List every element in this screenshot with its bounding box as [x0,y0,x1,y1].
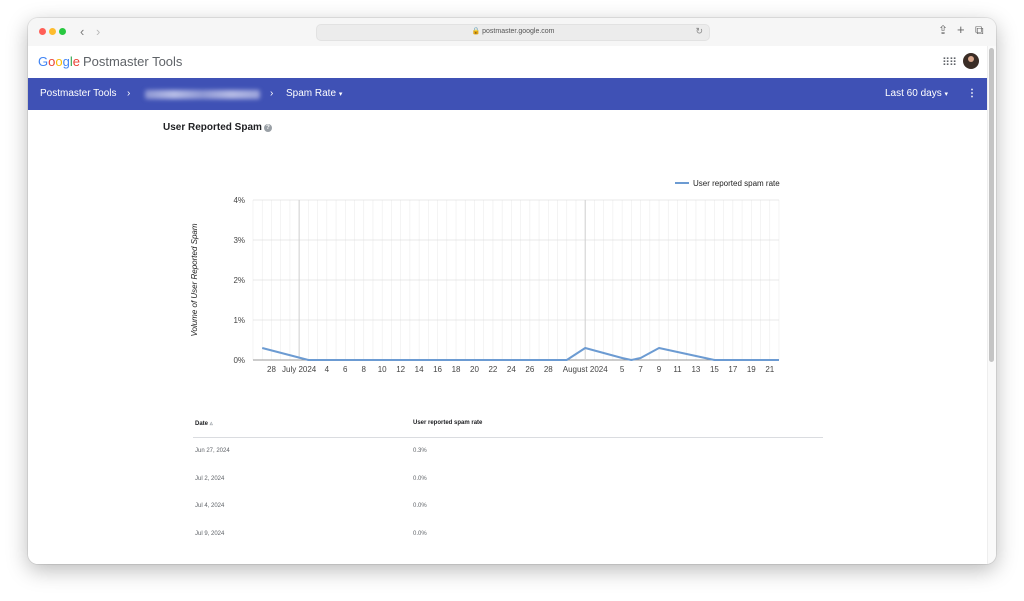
x-tick-label: 6 [343,365,348,374]
main-content: User Reported Spam? 0% 1% 2% 3% 4% 28 July 20… [28,110,988,564]
new-tab-icon[interactable]: + [957,22,965,37]
dropdown-arrow-icon: ▾ [944,91,949,98]
browser-window: ‹ › 🔒 postmaster.google.com ↻ ⇪ + ⧉ Goog… [28,18,996,564]
x-tick-label: 16 [433,365,442,374]
help-icon[interactable]: ? [263,124,272,132]
y-tick-label: 1% [233,316,245,325]
zoom-window-button[interactable] [59,28,66,35]
x-tick-label: 28 [267,365,276,374]
date-cell: Jun 27, 2024 [195,448,230,454]
x-tick-label: July 2024 [282,365,317,374]
reload-icon[interactable]: ↻ [695,26,703,36]
breadcrumb-home[interactable]: Postmaster Tools [40,88,117,99]
address-bar[interactable]: 🔒 postmaster.google.com ↻ [316,24,710,41]
x-tick-label: 15 [710,365,719,374]
data-point[interactable] [639,356,643,360]
data-point[interactable] [260,346,264,350]
data-point[interactable] [657,346,661,350]
section-title-text: User Reported Spam [163,122,262,133]
x-tick-label: 20 [470,365,479,374]
table-row: Jul 4, 2024 0.0% [193,493,823,520]
data-point[interactable] [712,358,716,362]
x-tick-label: 17 [728,365,737,374]
scrollbar[interactable] [987,46,996,564]
x-tick-label: 28 [544,365,553,374]
date-range-dropdown[interactable]: Last 60 days ▾ [885,88,948,99]
avatar[interactable] [963,53,979,69]
spam-rate-dropdown[interactable]: Spam Rate ▾ [286,88,342,99]
x-tick-label: 9 [657,365,662,374]
forward-icon[interactable]: › [96,24,101,39]
data-point[interactable] [325,358,329,362]
y-tick-label: 3% [233,236,245,245]
data-point[interactable] [777,358,781,362]
data-point[interactable] [629,358,633,362]
date-cell: Jul 4, 2024 [195,503,225,509]
y-tick-label: 4% [233,196,245,205]
data-point[interactable] [583,346,587,350]
chevron-right-icon: › [127,88,131,99]
table-row: Jul 9, 2024 0.0% [193,521,823,548]
x-tick-label: 11 [673,365,682,374]
x-tick-label: 7 [638,365,643,374]
x-tick-label: 14 [415,365,424,374]
spam-rate-label: Spam Rate [286,88,337,99]
data-point[interactable] [306,358,310,362]
x-tick-label: 5 [620,365,625,374]
rate-column-header[interactable]: User reported spam rate [413,420,483,426]
data-point[interactable] [371,358,375,362]
spam-rate-chart: 0% 1% 2% 3% 4% 28 July 2024 4 6 8 10 12 14 16 18 20 22 2… [190,179,781,374]
date-cell: Jul 9, 2024 [195,530,225,537]
google-postmaster-logo[interactable]: Google Postmaster Tools [38,54,183,69]
date-column-header[interactable]: Date ▵ [195,421,213,427]
x-tick-label: 26 [525,365,534,374]
x-tick-label: 8 [362,365,367,374]
x-tick-label: 4 [325,365,330,374]
app-header: Google Postmaster Tools ⠿⠿ [28,46,988,78]
rate-cell: 0.0% [413,530,427,537]
x-tick-label: August 2024 [563,365,608,374]
url-text: postmaster.google.com [482,28,555,35]
more-options-icon[interactable]: ⋮ [967,88,977,99]
tab-overview-icon[interactable]: ⧉ [975,23,984,37]
y-tick-label: 2% [233,276,245,285]
data-point[interactable] [620,356,624,360]
domain-name-redacted[interactable] [145,90,260,99]
series-line-user-reported-spam-rate [261,347,779,361]
y-axis-label: Volume of User Reported Spam [190,223,199,336]
table-row: Jun 27, 2024 0.3% [193,438,823,465]
x-tick-label: 12 [396,365,405,374]
chevron-right-icon: › [270,88,274,99]
section-title: User Reported Spam? [163,122,272,133]
x-tick-label: 19 [747,365,756,374]
x-tick-label: 13 [691,365,700,374]
date-cell: Jul 2, 2024 [195,475,225,482]
rate-cell: 0.0% [413,475,427,482]
y-tick-label: 0% [233,356,245,365]
x-tick-label: 22 [488,365,497,374]
product-name: Postmaster Tools [82,54,183,69]
browser-titlebar: ‹ › 🔒 postmaster.google.com ↻ ⇪ + ⧉ [28,18,996,47]
lock-icon: 🔒 [471,28,481,35]
data-point[interactable] [565,358,569,362]
dropdown-arrow-icon: ▾ [338,91,343,98]
date-range-label: Last 60 days [885,88,942,99]
breadcrumb-bar: Postmaster Tools › › Spam Rate ▾ Last 60… [28,78,988,110]
minimize-window-button[interactable] [49,28,56,35]
header-divider [193,437,823,438]
scrollbar-thumb[interactable] [989,48,994,362]
rate-cell: 0.0% [413,503,427,509]
x-tick-label: 24 [507,365,516,374]
x-tick-label: 10 [378,365,387,374]
table-row: Jul 2, 2024 0.0% [193,466,823,493]
back-icon[interactable]: ‹ [80,24,85,39]
apps-grid-icon[interactable]: ⠿⠿ [942,57,957,69]
close-window-button[interactable] [39,28,46,35]
x-tick-label: 21 [765,365,774,374]
sort-ascending-icon: ▵ [209,421,213,427]
legend-label: User reported spam rate [693,179,780,188]
rate-cell: 0.3% [413,448,427,454]
x-tick-label: 18 [452,365,461,374]
share-icon[interactable]: ⇪ [938,23,949,37]
